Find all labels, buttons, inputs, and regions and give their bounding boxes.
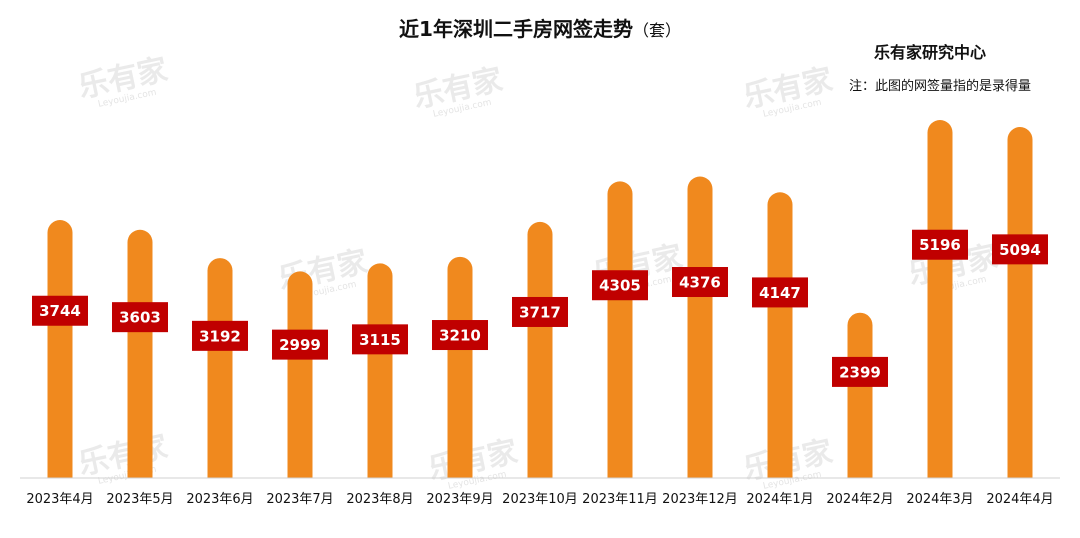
source-label: 乐有家研究中心 [874, 43, 986, 62]
value-label-box [912, 229, 968, 260]
bar-3 [287, 271, 313, 478]
value-label-8: 4376 [672, 267, 728, 298]
value-label-0: 3744 [32, 295, 88, 326]
note-label: 注：此图的网签量指的是录得量 [849, 78, 1031, 94]
value-label-11: 5196 [912, 229, 968, 260]
bar-5 [447, 256, 473, 478]
value-label-text: 3210 [439, 327, 481, 345]
value-label-text: 4376 [679, 274, 721, 292]
value-label-text: 3744 [39, 302, 81, 320]
bar-0 [47, 220, 73, 478]
value-label-box [592, 270, 648, 301]
chart-title-main: 近1年深圳二手房网签走势 [399, 17, 633, 41]
x-tick-labels-group: 2023年4月 2023年5月 2023年6月 2023年7月 2023年8月 2023年… [26, 492, 1053, 507]
bars-group [47, 119, 1033, 478]
value-label-12: 5094 [992, 234, 1048, 265]
value-label-6: 3717 [512, 296, 568, 327]
chart-title: 近1年深圳二手房网签走势（套） [399, 17, 681, 41]
bar-9 [767, 192, 793, 478]
value-label-text: 4147 [759, 284, 801, 302]
value-label-box [352, 324, 408, 355]
value-label-text: 3717 [519, 303, 561, 321]
x-tick-label-0: 2023年4月 [26, 492, 93, 507]
x-tick-label-6: 2023年10月 [502, 492, 578, 507]
value-labels-group: 3744 3603 3192 2999 3115 3210 3717 4305 4376 4147… [32, 229, 1048, 387]
value-label-box [992, 234, 1048, 265]
value-label-box [192, 320, 248, 351]
value-label-box [112, 302, 168, 333]
value-label-5: 3210 [432, 320, 488, 351]
value-label-4: 3115 [352, 324, 408, 355]
value-label-text: 5196 [919, 236, 961, 254]
value-label-text: 2399 [839, 363, 881, 381]
value-label-3: 2999 [272, 329, 328, 360]
bar-4 [367, 263, 393, 478]
x-tick-label-8: 2023年12月 [662, 492, 738, 507]
x-tick-label-5: 2023年9月 [426, 492, 493, 507]
x-tick-label-11: 2024年3月 [906, 492, 973, 507]
x-tick-label-2: 2023年6月 [186, 492, 253, 507]
x-tick-label-9: 2024年1月 [746, 492, 813, 507]
bar-12 [1007, 127, 1033, 478]
x-tick-label-7: 2023年11月 [582, 492, 658, 507]
bar-2 [207, 258, 233, 478]
x-tick-label-1: 2023年5月 [106, 492, 173, 507]
value-label-box [272, 329, 328, 360]
bar-10 [847, 312, 873, 478]
bar-11 [927, 119, 953, 478]
value-label-text: 3115 [359, 331, 401, 349]
x-tick-label-3: 2023年7月 [266, 492, 333, 507]
value-label-text: 5094 [999, 241, 1041, 259]
value-label-box [512, 296, 568, 327]
value-label-10: 2399 [832, 356, 888, 387]
value-label-box [432, 320, 488, 351]
bar-6 [527, 221, 553, 478]
value-label-text: 2999 [279, 336, 321, 354]
bar-8 [687, 176, 713, 478]
value-label-2: 3192 [192, 320, 248, 351]
value-label-box [32, 295, 88, 326]
x-tick-label-10: 2024年2月 [826, 492, 893, 507]
x-tick-label-12: 2024年4月 [986, 492, 1053, 507]
chart-title-unit: （套） [633, 21, 681, 40]
value-label-box [832, 356, 888, 387]
value-label-box [672, 267, 728, 298]
bar-7 [607, 181, 633, 478]
value-label-1: 3603 [112, 302, 168, 333]
value-label-7: 4305 [592, 270, 648, 301]
x-tick-label-4: 2023年8月 [346, 492, 413, 507]
value-label-text: 4305 [599, 277, 641, 295]
value-label-9: 4147 [752, 277, 808, 308]
value-label-text: 3603 [119, 309, 161, 327]
value-label-text: 3192 [199, 327, 241, 345]
bar-1 [127, 229, 153, 478]
value-label-box [752, 277, 808, 308]
